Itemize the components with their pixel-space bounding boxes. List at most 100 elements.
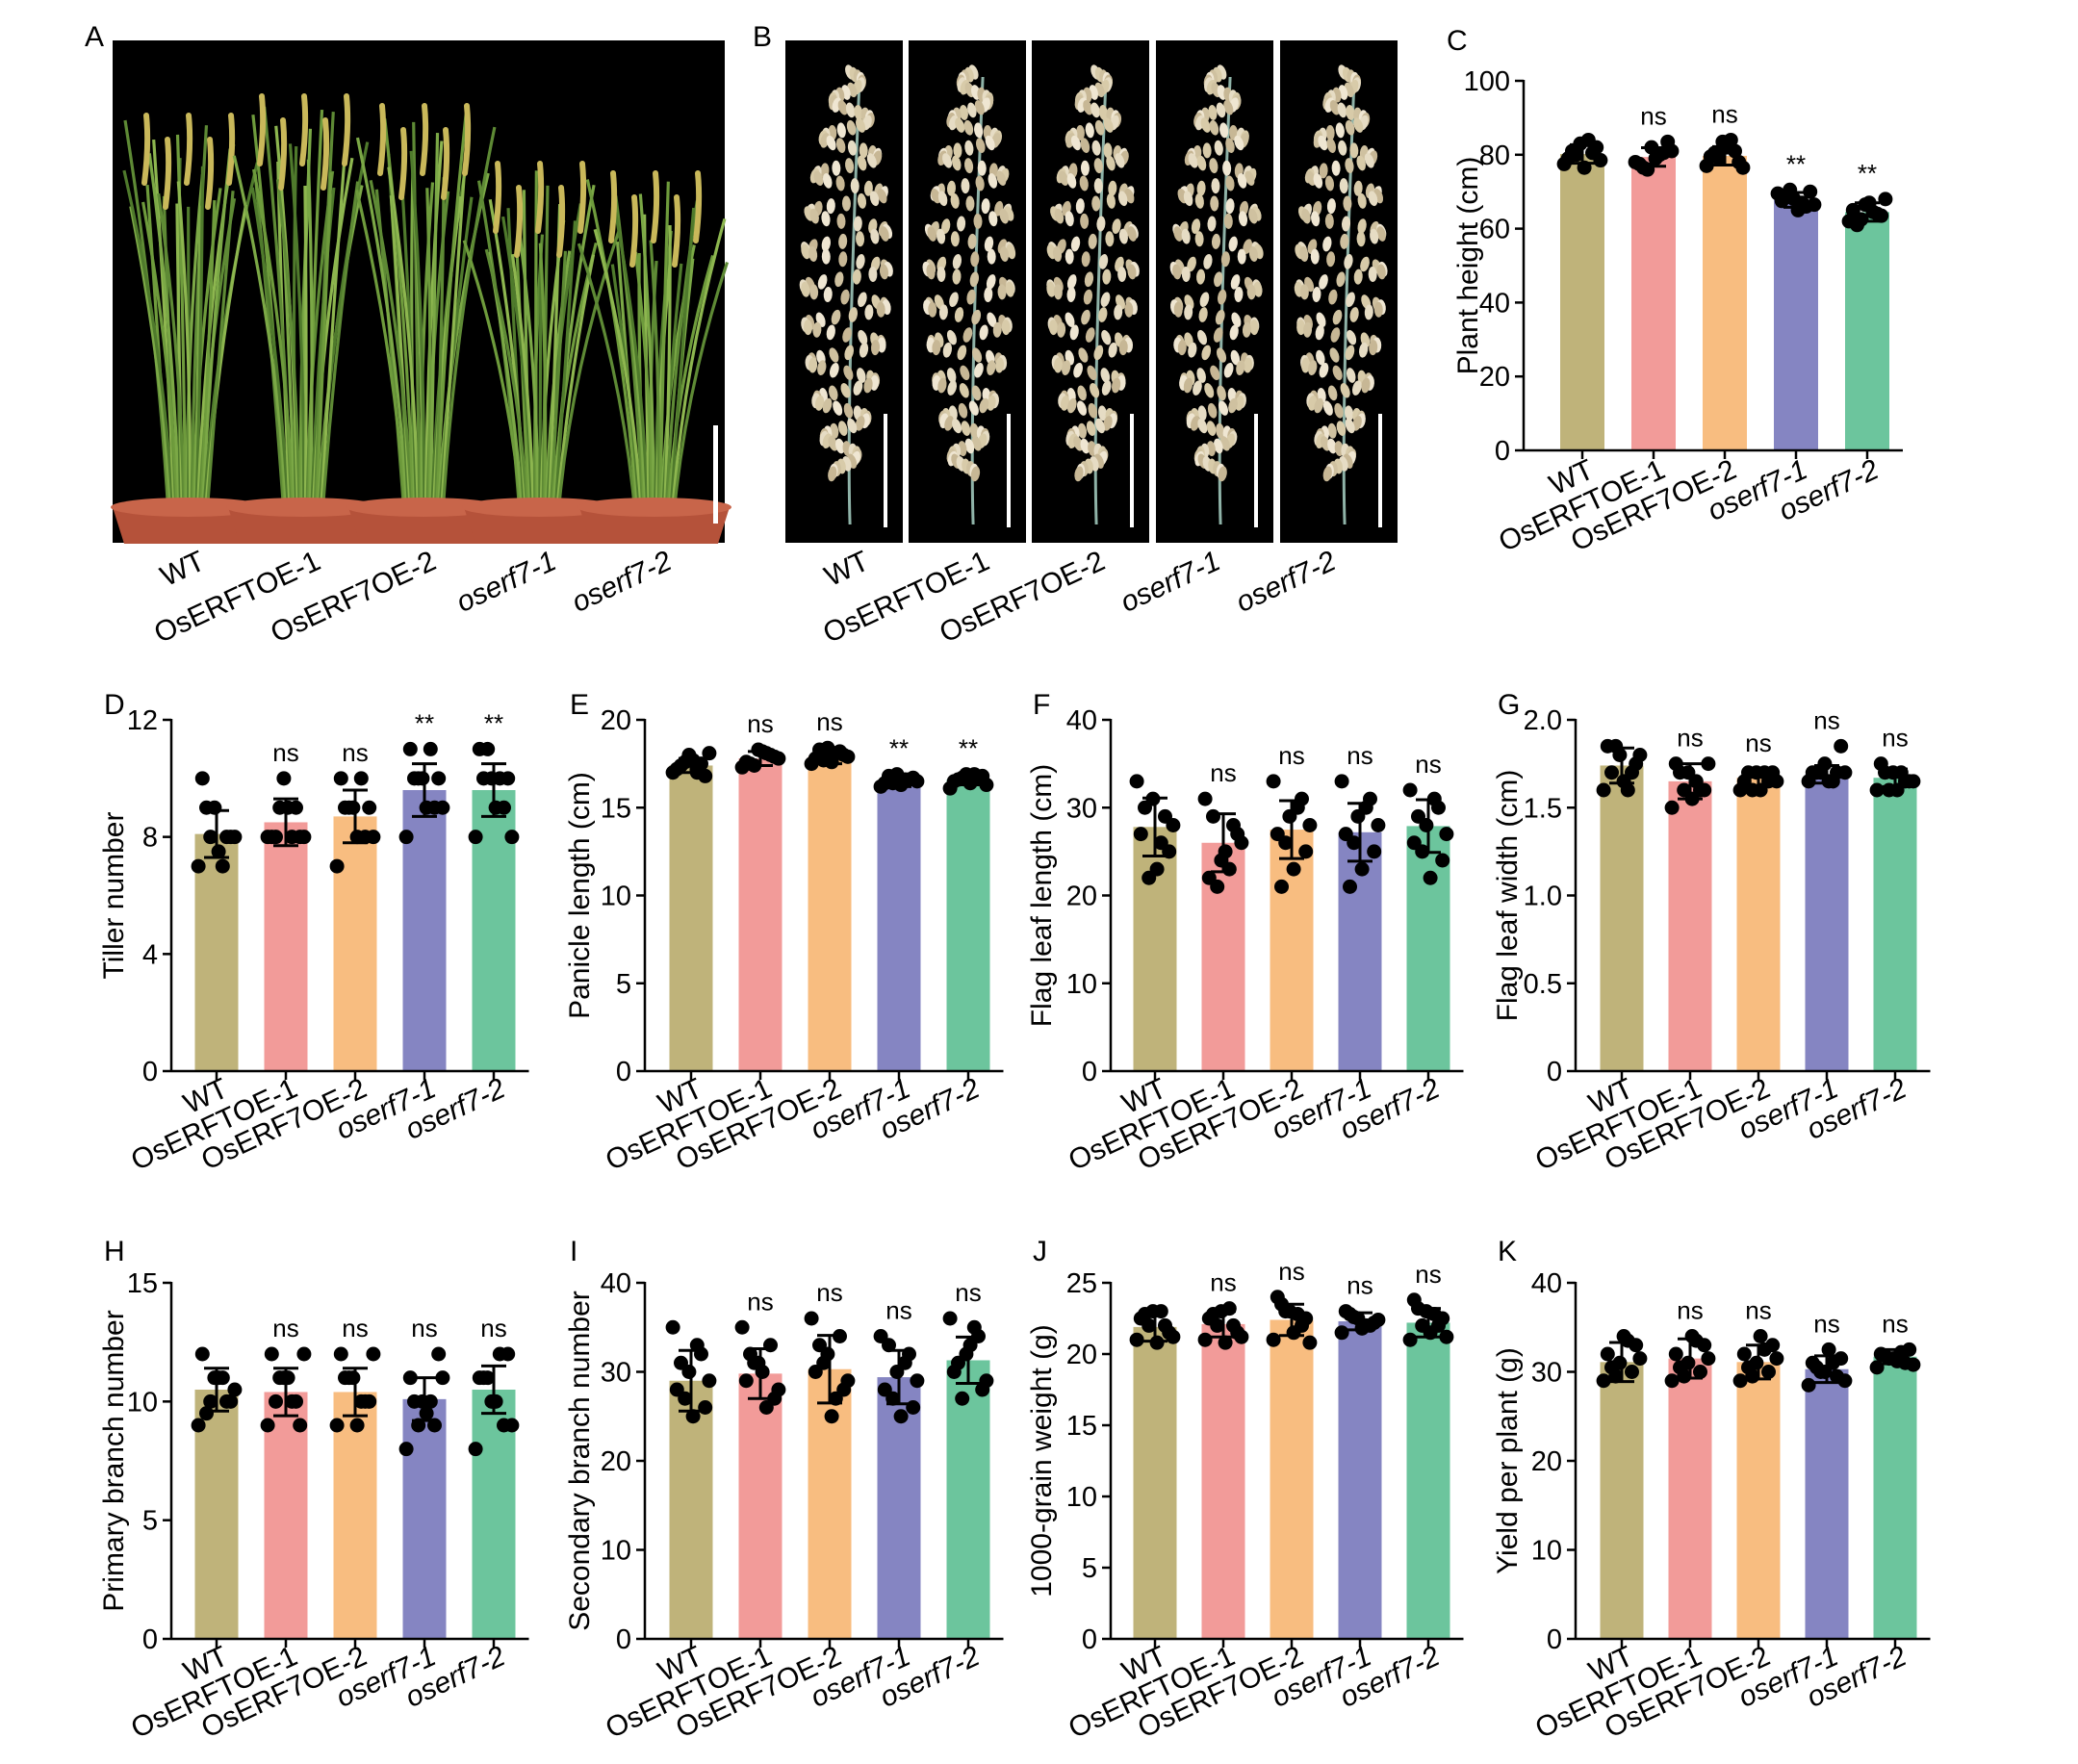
significance-label: ns <box>1745 729 1771 757</box>
grain <box>1101 380 1112 396</box>
grain <box>838 251 848 268</box>
grain <box>972 347 983 363</box>
grain <box>1188 153 1198 168</box>
grain <box>926 264 936 280</box>
y-tick-label: 10 <box>1066 969 1097 1000</box>
data-point <box>1278 835 1294 851</box>
data-point <box>906 1400 921 1415</box>
bar <box>946 780 990 1071</box>
grain <box>826 135 836 151</box>
grain <box>1103 117 1114 133</box>
scale-bar <box>1130 414 1134 527</box>
data-point <box>1906 774 1921 789</box>
category-label: oserf7-1 <box>451 545 561 618</box>
bar <box>1805 774 1849 1071</box>
data-point <box>1302 818 1318 832</box>
grain <box>1080 438 1090 454</box>
data-point <box>1693 1365 1707 1379</box>
grain <box>1231 312 1242 327</box>
grain <box>1325 125 1335 141</box>
y-axis-label: Panicle length (cm) <box>564 772 596 1019</box>
significance-label: ** <box>1858 159 1877 188</box>
data-point <box>955 1391 970 1406</box>
leaf-blade <box>409 150 426 516</box>
bar <box>402 1398 447 1639</box>
grain <box>826 324 835 341</box>
y-tick-label: 30 <box>1531 1358 1562 1389</box>
grain <box>1200 117 1211 133</box>
grain <box>1340 383 1350 398</box>
significance-label: ns <box>1347 1271 1373 1300</box>
data-point <box>1837 1373 1853 1389</box>
grain <box>847 418 858 434</box>
y-tick-label: 10 <box>601 882 631 912</box>
grain <box>858 292 867 308</box>
data-point <box>812 1338 827 1353</box>
grain <box>1357 218 1367 235</box>
data-point <box>734 1319 750 1335</box>
data-point <box>665 1319 680 1335</box>
grain <box>1105 231 1115 247</box>
significance-label: ns <box>1347 741 1373 770</box>
grain <box>1048 320 1058 336</box>
grain <box>992 321 1002 338</box>
data-point <box>1593 153 1608 168</box>
plant <box>111 113 265 544</box>
grain <box>946 180 957 196</box>
y-tick-label: 40 <box>601 1268 631 1299</box>
grain <box>835 175 845 192</box>
grain <box>927 226 936 242</box>
grain <box>822 397 833 414</box>
grain <box>1088 402 1098 419</box>
leaf-blade <box>129 206 173 516</box>
grain <box>1094 418 1106 434</box>
grain <box>1088 233 1097 249</box>
data-point <box>296 1346 312 1362</box>
bar <box>1338 1320 1382 1639</box>
data-point <box>979 778 994 793</box>
grain <box>1344 253 1353 269</box>
grain <box>1214 271 1223 288</box>
leaf-blade <box>192 205 202 516</box>
category-label: oserf7-2 <box>1231 545 1341 619</box>
grain <box>928 301 937 318</box>
data-point <box>504 1418 520 1433</box>
grain <box>1343 195 1352 212</box>
grain <box>1183 191 1193 207</box>
data-point <box>698 1400 713 1415</box>
grain <box>1225 138 1235 153</box>
panicle <box>535 161 545 234</box>
panicle-panel <box>785 40 903 543</box>
grain <box>938 304 948 320</box>
bar <box>1201 1323 1245 1639</box>
grain <box>859 342 869 358</box>
grain <box>1209 158 1219 174</box>
data-point <box>1596 1373 1611 1389</box>
grain <box>971 385 982 401</box>
grain <box>1360 256 1370 272</box>
grain <box>936 267 946 282</box>
significance-label: ** <box>1786 149 1806 178</box>
grain <box>840 383 851 398</box>
grain <box>1353 268 1363 285</box>
grain <box>1324 175 1335 192</box>
grain <box>974 100 985 115</box>
data-point <box>296 830 312 845</box>
data-point <box>1266 1332 1281 1347</box>
grain <box>1077 385 1087 401</box>
significance-label: ns <box>1677 724 1703 753</box>
grain <box>999 246 1010 262</box>
leaf-blade <box>199 200 217 516</box>
grain <box>1075 198 1085 215</box>
panicle <box>278 117 288 191</box>
grain <box>971 309 982 325</box>
scale-bar <box>1378 414 1382 527</box>
grain <box>814 395 825 411</box>
data-point <box>1878 192 1893 207</box>
y-tick-label: 10 <box>1531 1536 1562 1567</box>
grain <box>866 153 877 168</box>
data-point <box>1741 765 1756 780</box>
grain <box>1100 292 1111 308</box>
grain <box>1341 216 1351 232</box>
